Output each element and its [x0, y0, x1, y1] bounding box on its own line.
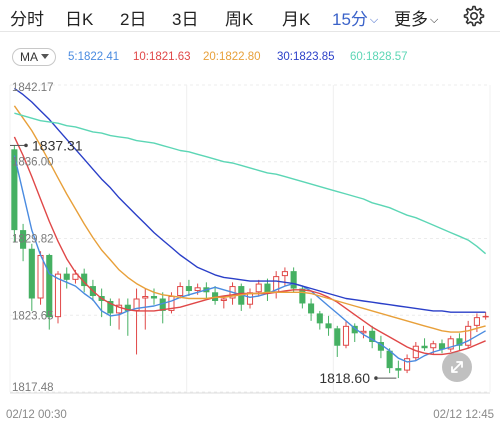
candle-body	[404, 358, 411, 371]
ma-line-ma5	[13, 155, 486, 363]
chevron-down-icon: ⌵	[430, 14, 439, 26]
candle-body	[473, 317, 480, 326]
candle-body	[342, 325, 350, 346]
tab-intraday[interactable]: 分时	[10, 10, 44, 29]
high-annotation-dot	[24, 143, 28, 148]
low-annotation-label: 1818.60	[319, 370, 370, 386]
candle-body	[412, 345, 419, 359]
candle-body	[185, 286, 192, 292]
ma30-value: 30:1823.85	[277, 51, 335, 63]
candle-body	[316, 313, 323, 324]
x-tick-label: 02/12 12:45	[433, 409, 494, 421]
candle-body	[255, 283, 262, 293]
candle-body	[177, 286, 184, 297]
ma-line-ma10	[13, 136, 486, 356]
candle-body	[20, 230, 27, 249]
expand-icon	[451, 361, 463, 373]
chevron-down-icon: ⌵	[369, 14, 379, 26]
y-tick-label: 1836.00	[12, 157, 54, 169]
expand-button[interactable]	[442, 352, 472, 382]
caret-down-icon	[41, 54, 49, 59]
high-annotation-label: 1837.31	[32, 137, 83, 153]
candle-body	[369, 330, 376, 343]
candle-body	[465, 325, 472, 346]
candle-body	[63, 273, 70, 280]
x-tick-label: 02/12 00:30	[6, 409, 67, 421]
candle-body	[290, 271, 297, 289]
ma-line-ma30	[13, 87, 486, 313]
candle-body	[116, 304, 123, 314]
y-tick-label: 1842.17	[12, 82, 54, 94]
candle-body	[421, 345, 428, 349]
candle-body	[142, 296, 149, 299]
candle-body	[246, 292, 254, 305]
ma-indicator-select[interactable]: MA	[12, 48, 56, 66]
candle-body	[46, 254, 53, 318]
y-tick-label: 1817.48	[12, 382, 54, 394]
candle-body	[37, 254, 44, 299]
tab-more[interactable]: 更多 ⌵	[394, 5, 438, 30]
candle-body	[386, 350, 393, 369]
candle-body	[308, 303, 315, 314]
tab-15-min-label: 15分	[332, 10, 368, 29]
candle-body	[438, 343, 446, 350]
tab-weekly-k[interactable]: 周K	[225, 10, 254, 29]
candle-body	[456, 338, 463, 346]
candle-body	[54, 273, 62, 318]
candle-body	[72, 273, 79, 280]
ma-line-ma20	[13, 105, 486, 333]
candle-body	[299, 288, 306, 304]
candle-body	[107, 300, 114, 314]
candle-body	[194, 287, 201, 292]
gear-icon[interactable]	[461, 4, 485, 28]
y-tick-label: 1823.65	[12, 310, 54, 322]
candle-body	[159, 298, 166, 311]
candle-body	[430, 343, 437, 349]
candle-body	[395, 368, 402, 371]
candle-body	[11, 149, 18, 231]
candle-body	[124, 304, 131, 311]
low-annotation-dot	[374, 376, 378, 380]
candle-body	[351, 325, 358, 334]
candle-body	[334, 328, 341, 346]
candle-body	[325, 323, 332, 329]
y-tick-label: 1829.82	[12, 234, 54, 246]
candle-body	[28, 248, 35, 299]
tab-monthly-k[interactable]: 月K	[282, 10, 311, 29]
tab-2-day[interactable]: 2日	[120, 10, 147, 29]
candle-body	[377, 342, 384, 351]
ma60-value: 60:1828.57	[350, 51, 408, 63]
candle-body	[220, 298, 227, 301]
ma20-value: 20:1822.80	[203, 51, 261, 63]
candle-body	[482, 315, 489, 318]
candle-body	[264, 283, 271, 293]
ma5-value: 5:1822.41	[68, 51, 120, 63]
ma10-value: 10:1821.63	[133, 51, 191, 63]
ma-select-label: MA	[20, 50, 38, 64]
candle-body	[281, 271, 288, 277]
tab-3-day[interactable]: 3日	[172, 10, 199, 29]
tab-more-label: 更多	[394, 10, 428, 29]
ma-legend-row: MA 5:1822.41 10:1821.63 20:1822.80 30:18…	[0, 46, 500, 68]
period-tab-bar: 分时 日K 2日 3日 周K 月K 15分 ⌵ 更多 ⌵	[0, 0, 500, 32]
tab-15-min[interactable]: 15分 ⌵	[332, 5, 378, 30]
ma-line-ma60	[14, 112, 487, 255]
candle-body	[447, 338, 454, 350]
tab-daily-k[interactable]: 日K	[65, 10, 94, 29]
candle-body	[150, 296, 158, 299]
candle-body	[81, 273, 88, 287]
